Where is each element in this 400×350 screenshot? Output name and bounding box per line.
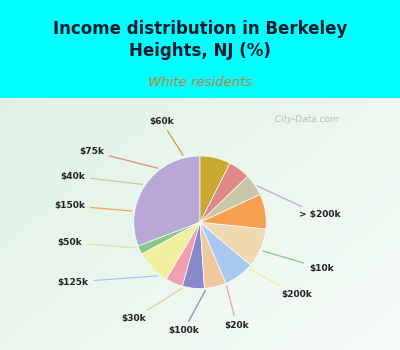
Text: $100k: $100k: [168, 290, 205, 335]
Text: $10k: $10k: [263, 251, 334, 273]
Wedge shape: [200, 222, 251, 283]
Text: $150k: $150k: [54, 201, 132, 211]
Text: $75k: $75k: [79, 147, 158, 168]
Text: Income distribution in Berkeley
Heights, NJ (%): Income distribution in Berkeley Heights,…: [53, 20, 347, 61]
Wedge shape: [200, 163, 248, 222]
Wedge shape: [134, 156, 200, 246]
Wedge shape: [200, 222, 266, 265]
Text: $40k: $40k: [61, 172, 143, 184]
Text: $125k: $125k: [58, 276, 158, 287]
Text: $60k: $60k: [149, 117, 183, 155]
Text: $50k: $50k: [57, 238, 136, 248]
Text: > $200k: > $200k: [257, 186, 340, 219]
Text: White residents: White residents: [148, 76, 252, 89]
Wedge shape: [166, 222, 200, 286]
Wedge shape: [200, 194, 266, 229]
Wedge shape: [182, 222, 204, 288]
Wedge shape: [200, 156, 230, 222]
Wedge shape: [200, 222, 226, 288]
Text: City-Data.com: City-Data.com: [269, 116, 338, 124]
Wedge shape: [142, 222, 200, 279]
Wedge shape: [138, 222, 200, 254]
Text: $30k: $30k: [122, 288, 182, 323]
Text: $20k: $20k: [224, 286, 249, 330]
Text: $200k: $200k: [250, 270, 312, 299]
Wedge shape: [200, 176, 260, 222]
